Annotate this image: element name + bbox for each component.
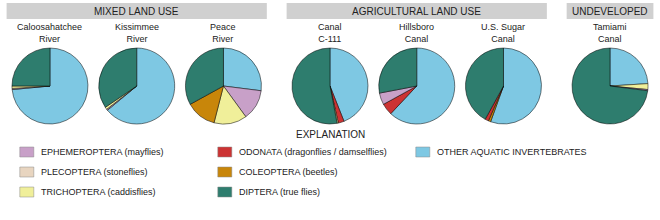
svg-text:TamiamiCanal: TamiamiCanal: [593, 22, 627, 44]
svg-text:AGRICULTURAL LAND USE: AGRICULTURAL LAND USE: [352, 6, 481, 17]
svg-text:OTHER AQUATIC INVERTEBRATES: OTHER AQUATIC INVERTEBRATES: [437, 147, 587, 157]
svg-text:PLECOPTERA (stoneflies): PLECOPTERA (stoneflies): [41, 167, 148, 177]
svg-text:HillsboroCanal: HillsboroCanal: [399, 22, 434, 44]
svg-text:MIXED LAND USE: MIXED LAND USE: [94, 6, 179, 17]
svg-text:KissimmeeRiver: KissimmeeRiver: [115, 22, 159, 44]
svg-text:TRICHOPTERA (caddisflies): TRICHOPTERA (caddisflies): [41, 187, 156, 197]
svg-text:EPHEMEROPTERA (mayflies): EPHEMEROPTERA (mayflies): [41, 147, 164, 157]
svg-text:PeaceRiver: PeaceRiver: [210, 22, 236, 44]
svg-text:ODONATA (dragonflies / damself: ODONATA (dragonflies / damselflies): [239, 147, 387, 157]
svg-text:EXPLANATION: EXPLANATION: [296, 129, 365, 140]
svg-text:COLEOPTERA (beetles): COLEOPTERA (beetles): [239, 167, 338, 177]
svg-text:UNDEVELOPED: UNDEVELOPED: [572, 6, 648, 17]
svg-text:U.S. SugarCanal: U.S. SugarCanal: [481, 22, 525, 44]
svg-text:CaloosahatcheeRiver: CaloosahatcheeRiver: [17, 22, 82, 44]
svg-text:DIPTERA (true flies): DIPTERA (true flies): [239, 187, 320, 197]
svg-text:CanalC-111: CanalC-111: [318, 22, 342, 44]
